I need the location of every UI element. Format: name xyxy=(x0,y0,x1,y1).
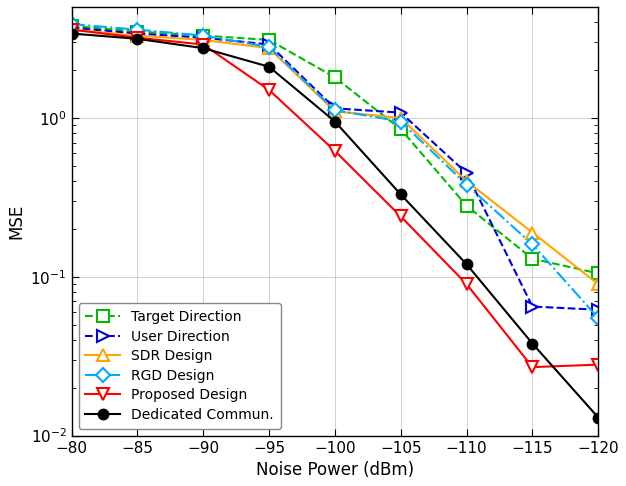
User Direction xyxy=(265,42,273,48)
Dedicated Commun. xyxy=(200,45,207,51)
Target Direction xyxy=(397,126,404,132)
Target Direction xyxy=(331,74,339,80)
RGD Design xyxy=(528,242,536,247)
Target Direction xyxy=(595,271,602,277)
Line: SDR Design: SDR Design xyxy=(66,24,604,290)
User Direction xyxy=(134,31,141,36)
Dedicated Commun. xyxy=(397,191,404,197)
SDR Design xyxy=(68,27,75,33)
Target Direction xyxy=(463,203,470,208)
User Direction xyxy=(397,110,404,116)
SDR Design xyxy=(397,115,404,121)
Proposed Design xyxy=(595,362,602,367)
RGD Design xyxy=(134,27,141,33)
Proposed Design xyxy=(528,364,536,370)
Target Direction xyxy=(134,29,141,35)
Target Direction xyxy=(265,37,273,43)
RGD Design xyxy=(68,21,75,27)
Line: Target Direction: Target Direction xyxy=(66,20,604,279)
Proposed Design xyxy=(68,27,75,33)
RGD Design xyxy=(397,119,404,124)
Dedicated Commun. xyxy=(331,119,339,124)
Line: Proposed Design: Proposed Design xyxy=(66,24,604,373)
User Direction xyxy=(528,304,536,310)
Dedicated Commun. xyxy=(134,36,141,42)
RGD Design xyxy=(463,182,470,188)
RGD Design xyxy=(331,107,339,113)
Y-axis label: MSE: MSE xyxy=(7,204,25,239)
Proposed Design xyxy=(463,281,470,287)
RGD Design xyxy=(265,44,273,50)
Dedicated Commun. xyxy=(528,341,536,347)
User Direction xyxy=(68,25,75,31)
Line: RGD Design: RGD Design xyxy=(67,19,603,323)
Dedicated Commun. xyxy=(265,64,273,69)
Target Direction xyxy=(200,33,207,38)
Proposed Design xyxy=(200,42,207,48)
SDR Design xyxy=(595,281,602,287)
Proposed Design xyxy=(331,148,339,154)
SDR Design xyxy=(463,178,470,184)
User Direction xyxy=(331,105,339,111)
User Direction xyxy=(200,35,207,41)
RGD Design xyxy=(595,315,602,321)
SDR Design xyxy=(265,45,273,51)
SDR Design xyxy=(134,33,141,38)
Proposed Design xyxy=(134,35,141,41)
SDR Design xyxy=(528,229,536,235)
Proposed Design xyxy=(265,87,273,93)
RGD Design xyxy=(200,33,207,38)
X-axis label: Noise Power (dBm): Noise Power (dBm) xyxy=(256,461,414,479)
Dedicated Commun. xyxy=(595,415,602,420)
Dedicated Commun. xyxy=(463,261,470,267)
SDR Design xyxy=(200,37,207,43)
Line: User Direction: User Direction xyxy=(66,22,604,315)
Proposed Design xyxy=(397,213,404,219)
SDR Design xyxy=(331,108,339,114)
Target Direction xyxy=(528,256,536,261)
User Direction xyxy=(463,170,470,176)
Legend: Target Direction, User Direction, SDR Design, RGD Design, Proposed Design, Dedic: Target Direction, User Direction, SDR De… xyxy=(78,303,281,429)
User Direction xyxy=(595,307,602,312)
Dedicated Commun. xyxy=(68,31,75,36)
Target Direction xyxy=(68,23,75,29)
Line: Dedicated Commun.: Dedicated Commun. xyxy=(67,29,603,422)
